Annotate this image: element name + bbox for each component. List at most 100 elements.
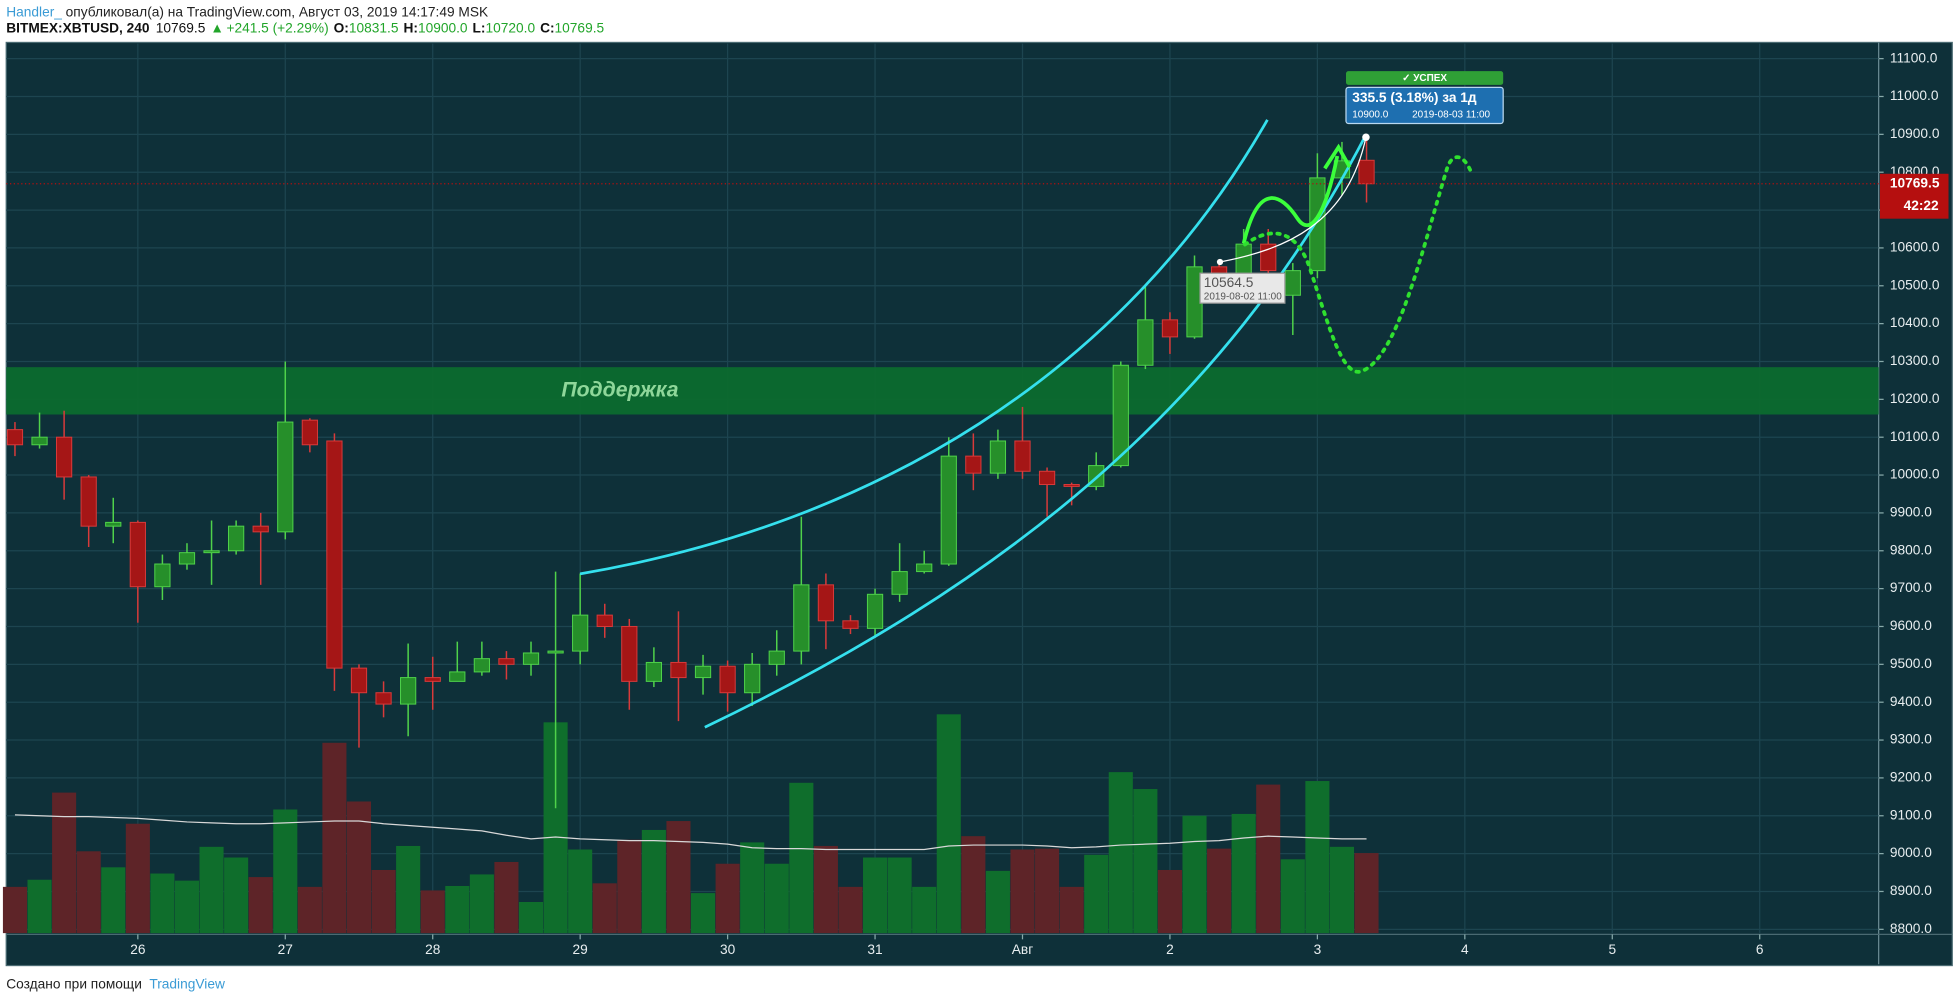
candle-body <box>1112 364 1129 467</box>
candle-body <box>55 436 73 478</box>
volume-bar <box>961 836 986 934</box>
candle-body <box>1063 484 1080 487</box>
c-label: C: <box>540 20 554 35</box>
candle-body <box>1038 470 1056 486</box>
candle-body <box>744 663 761 694</box>
volume-bar <box>248 877 273 934</box>
volume-bar <box>887 857 912 934</box>
y-tick-label: 8800.0 <box>1890 921 1932 936</box>
measure-time: 2019-08-03 11:00 <box>1412 109 1490 120</box>
point <box>1216 258 1224 266</box>
volume-bar <box>1010 849 1035 934</box>
measure-price: 10900.0 <box>1352 109 1388 120</box>
drawings: 10564.5 2019-08-02 11:00 ✓ УСПЕХ 335.5 (… <box>579 71 1504 729</box>
y-tick-label: 10400.0 <box>1890 315 1940 330</box>
volume-bar <box>297 886 322 934</box>
y-tick-label: 9700.0 <box>1890 580 1932 595</box>
candle-body <box>916 563 933 573</box>
volume-bar <box>1329 846 1355 934</box>
y-tick-label: 9200.0 <box>1890 770 1932 785</box>
candle-body <box>252 525 269 533</box>
c: 10769.5 <box>555 20 605 35</box>
candle-body <box>694 665 712 679</box>
y-tick-label: 10200.0 <box>1890 391 1940 406</box>
candle-body <box>866 593 884 629</box>
candle-body <box>301 419 318 446</box>
volume-bar <box>764 863 789 934</box>
o: 10831.5 <box>349 20 399 35</box>
candle-body <box>1284 270 1301 296</box>
candle-body <box>768 650 785 665</box>
y-tick-label: 10500.0 <box>1890 277 1940 292</box>
volume-bar <box>666 821 691 934</box>
candle-body <box>228 525 245 552</box>
candle-body <box>326 440 343 669</box>
h: 10900.0 <box>418 20 468 35</box>
candle-body <box>375 692 392 705</box>
candle-body <box>670 661 687 679</box>
volume-bar <box>445 885 470 934</box>
plot: 8800.0 8900.0 9000.0 9100.0 9200.0 9300.0 9400… <box>2 42 1953 965</box>
support-label: Поддержка <box>561 378 678 401</box>
x-tick-label: Авг <box>1012 942 1033 957</box>
x-tick-label: 6 <box>1756 942 1764 957</box>
x-tick-label: 3 <box>1314 942 1322 957</box>
volume-bar <box>690 893 716 934</box>
channel-upper <box>579 119 1269 576</box>
volume-bar <box>617 839 642 934</box>
candle-body <box>473 658 490 673</box>
x-tick-label: 2 <box>1166 942 1174 957</box>
x-tick-label: 29 <box>573 942 588 957</box>
candle-body <box>621 625 638 682</box>
volume-bar <box>273 809 298 934</box>
author[interactable]: Handler_ <box>6 4 62 19</box>
volume-bar <box>592 883 617 934</box>
volume-bar <box>1256 784 1281 934</box>
x-tick-label: 27 <box>278 942 293 957</box>
volume-bar <box>27 879 52 934</box>
o-label: O: <box>334 20 349 35</box>
volume-bar <box>2 886 28 934</box>
y-tick-label: 9100.0 <box>1890 807 1932 822</box>
volume-bar <box>518 901 544 934</box>
brand[interactable]: TradingView <box>149 976 225 991</box>
volume-bar <box>1059 886 1084 934</box>
volume-bar <box>1084 854 1109 934</box>
volume-bar <box>789 782 814 934</box>
y-tick-label: 10300.0 <box>1890 353 1940 368</box>
candle-body <box>596 614 613 627</box>
y-tick-label: 10600.0 <box>1890 240 1940 255</box>
candle-body <box>645 661 663 682</box>
volume-bar <box>125 823 150 934</box>
volume-bar <box>371 869 396 934</box>
y-tick-label: 10900.0 <box>1890 126 1940 141</box>
candle-body <box>6 429 24 446</box>
measure-text: 335.5 (3.18%) за 1д <box>1352 90 1477 105</box>
change: +241.5 (+2.29%) <box>226 20 328 35</box>
y-tick-label: 11100.0 <box>1890 50 1938 65</box>
volume-ma <box>14 814 1367 851</box>
arrow: ▲ <box>210 20 224 35</box>
volume-bar <box>420 890 445 934</box>
y-tick-label: 9400.0 <box>1890 694 1932 709</box>
volume-bar <box>813 845 838 934</box>
candle-body <box>940 455 957 565</box>
projection <box>1243 155 1474 374</box>
candle-body <box>424 677 441 682</box>
candle-body <box>154 563 171 588</box>
volume-bar <box>199 846 224 934</box>
candle-body <box>400 677 417 705</box>
candle-body <box>1358 159 1375 185</box>
candle-body <box>129 521 146 588</box>
price-tag-label: 10769.5 <box>1890 175 1940 190</box>
volume-bar <box>101 867 126 934</box>
volume-bar <box>863 857 888 934</box>
volume-bar <box>1231 813 1256 934</box>
volume-bar <box>1157 869 1182 934</box>
candle-body <box>277 421 294 533</box>
point <box>1362 133 1370 141</box>
x-tick-label: 31 <box>867 942 882 957</box>
volume-bar <box>985 870 1010 934</box>
volume-bar <box>174 880 200 934</box>
